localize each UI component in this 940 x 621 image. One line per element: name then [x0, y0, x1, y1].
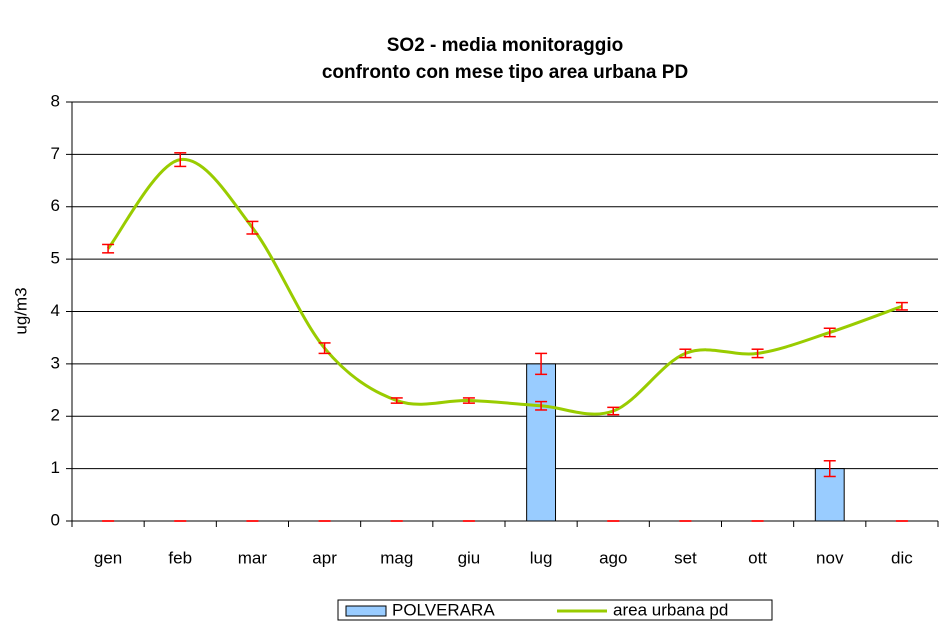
error-bar	[535, 400, 548, 411]
y-tick-label: 2	[51, 406, 60, 425]
y-tick-label: 1	[51, 458, 60, 477]
chart-title: SO2 - media monitoraggio	[387, 35, 623, 56]
error-bar	[174, 152, 187, 168]
y-axis-label: ug/m3	[11, 287, 30, 334]
bar	[526, 363, 557, 522]
x-tick-label: ott	[748, 548, 767, 567]
y-tick-label: 0	[51, 510, 60, 529]
error-bar	[318, 342, 331, 355]
y-tick-label: 7	[51, 144, 60, 163]
error-bar	[679, 348, 692, 359]
x-tick-label: giu	[458, 548, 481, 567]
x-tick-label: nov	[816, 548, 844, 567]
legend-label: area urbana pd	[613, 600, 728, 619]
x-tick-label: mag	[380, 548, 413, 567]
legend-box	[337, 599, 773, 621]
y-tick-label: 8	[51, 91, 60, 110]
x-tick-label: apr	[312, 548, 337, 567]
error-bar	[102, 243, 115, 254]
error-bar	[462, 397, 475, 404]
error-bar	[895, 301, 908, 311]
error-bar	[535, 352, 548, 376]
error-bar	[390, 397, 403, 404]
legend-swatch	[345, 605, 387, 617]
y-tick-label: 6	[51, 196, 60, 215]
y-tick-label: 3	[51, 353, 60, 372]
chart-subtitle: confronto con mese tipo area urbana PD	[322, 62, 688, 83]
x-tick-label: mar	[238, 548, 268, 567]
error-bar	[607, 406, 620, 416]
error-bar	[823, 327, 836, 338]
line	[106, 158, 903, 416]
x-tick-label: dic	[891, 548, 913, 567]
x-tick-label: ago	[599, 548, 627, 567]
error-bar	[246, 220, 259, 235]
y-tick-label: 5	[51, 249, 60, 268]
error-bar	[751, 348, 764, 359]
legend-label: POLVERARA	[392, 600, 495, 619]
x-tick-label: set	[674, 548, 697, 567]
x-tick-label: feb	[168, 548, 192, 567]
x-tick-label: gen	[94, 548, 122, 567]
x-tick-label: lug	[530, 548, 553, 567]
bar	[814, 468, 845, 522]
y-tick-label: 4	[51, 301, 60, 320]
error-bar	[823, 460, 836, 478]
